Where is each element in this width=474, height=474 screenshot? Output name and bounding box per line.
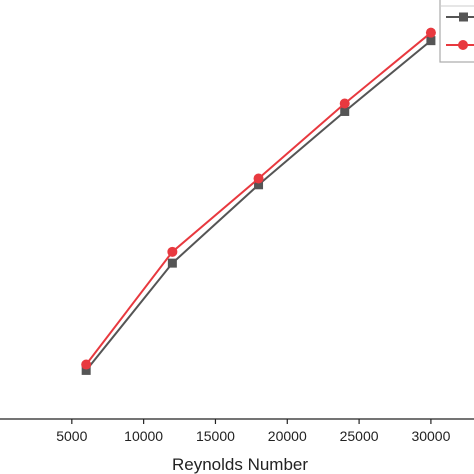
legend-marker bbox=[459, 12, 468, 22]
x-axis-title: Reynolds Number bbox=[172, 455, 308, 474]
data-point bbox=[81, 365, 91, 375]
data-point bbox=[426, 36, 436, 46]
legend bbox=[439, 0, 474, 63]
series-2 bbox=[81, 27, 436, 370]
x-tick-label: 10000 bbox=[124, 428, 163, 444]
x-ticks bbox=[71, 419, 432, 424]
x-tick-labels: 5000 10000 15000 20000 25000 30000 bbox=[56, 428, 450, 444]
legend-entry bbox=[446, 12, 474, 22]
legend-marker bbox=[458, 40, 468, 50]
data-point bbox=[340, 106, 350, 116]
series-layer bbox=[81, 27, 436, 375]
data-point bbox=[339, 98, 350, 109]
x-tick-label: 5000 bbox=[56, 428, 87, 444]
x-tick-label: 25000 bbox=[340, 428, 379, 444]
x-tick-label: 30000 bbox=[411, 428, 450, 444]
data-point bbox=[167, 258, 177, 268]
legend-entries bbox=[446, 12, 474, 50]
series-line bbox=[85, 39, 432, 372]
data-point bbox=[253, 173, 264, 184]
data-point bbox=[254, 180, 264, 190]
data-point bbox=[167, 246, 178, 257]
x-tick-label: 20000 bbox=[268, 428, 307, 444]
x-tick-label: 15000 bbox=[196, 428, 235, 444]
series-1 bbox=[81, 36, 436, 375]
data-point bbox=[425, 27, 436, 38]
legend-entry bbox=[446, 40, 474, 50]
data-point bbox=[81, 359, 92, 370]
legend-box bbox=[439, 0, 474, 63]
